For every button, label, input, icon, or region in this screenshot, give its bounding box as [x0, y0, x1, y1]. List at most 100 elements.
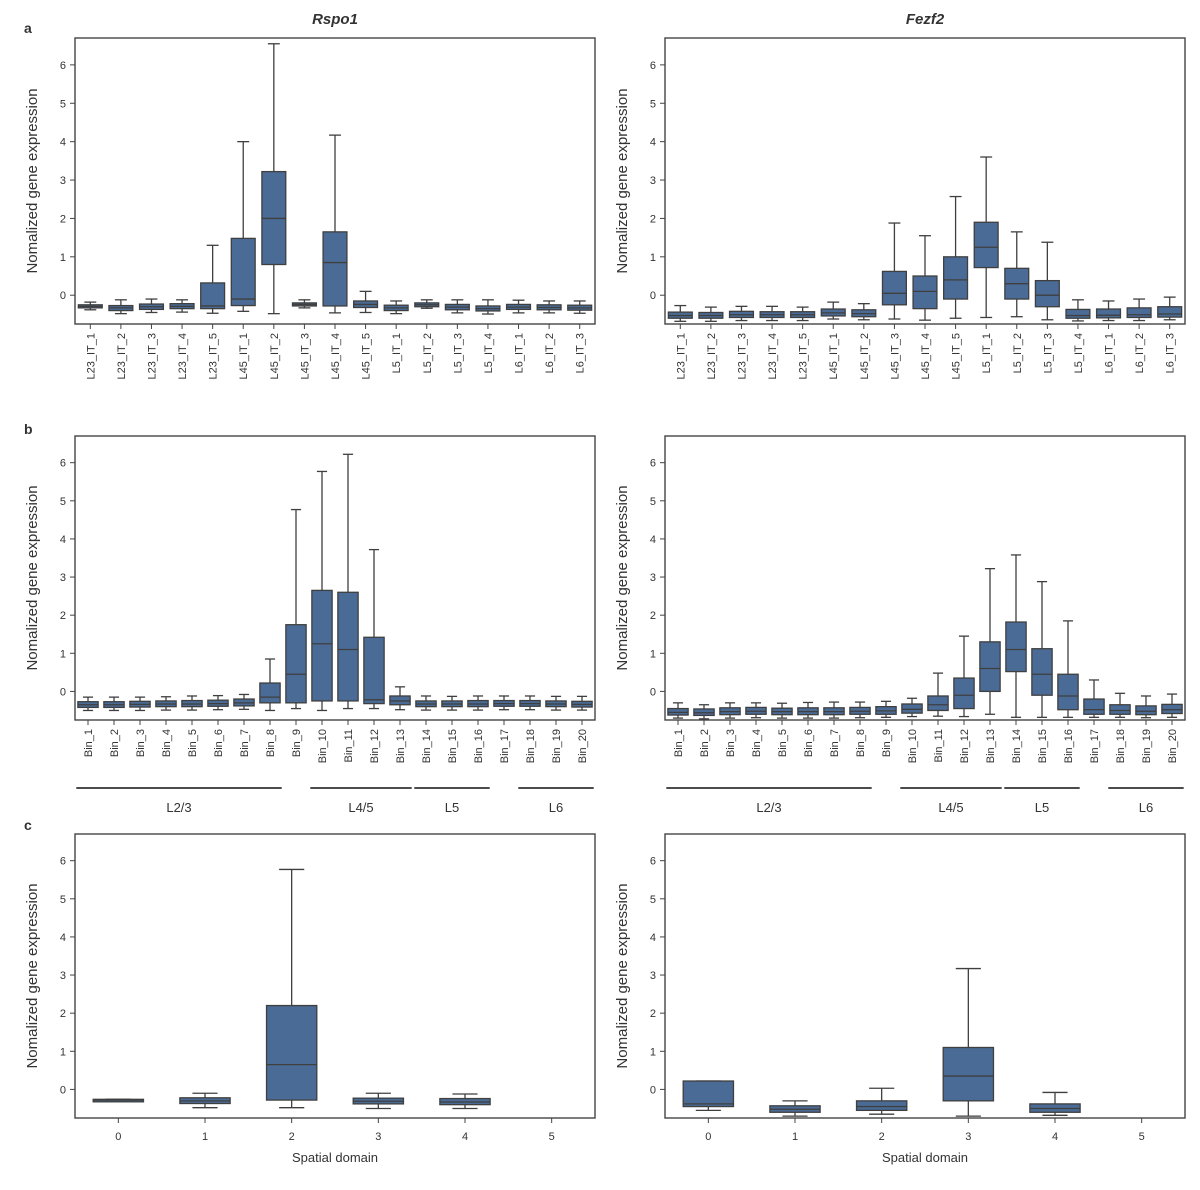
x-tick-label: Bin_4	[751, 729, 763, 757]
box-iqr	[265, 1004, 318, 1101]
box-L23_IT_3	[138, 298, 165, 314]
x-tick-label: L5_IT_2	[1012, 333, 1024, 373]
box-Bin_12	[953, 635, 975, 718]
box-Bin_13	[389, 686, 411, 711]
y-axis-label: Nomalized gene expression	[614, 485, 631, 670]
box-Bin_6	[797, 701, 819, 719]
x-tick-label: L45_IT_5	[951, 333, 963, 379]
x-tick-label: Bin_11	[933, 729, 945, 762]
y-tick-label: 4	[60, 932, 66, 944]
box-iqr	[363, 636, 385, 705]
box-Bin_11	[927, 672, 949, 717]
y-tick-label: 0	[650, 290, 656, 302]
x-tick-label: L23_IT_4	[177, 333, 189, 379]
box-iqr	[337, 591, 359, 702]
layer-label: L4/5	[348, 800, 373, 815]
box-4	[1029, 1091, 1081, 1116]
x-tick-label: 1	[202, 1131, 208, 1143]
chart-title: Fezf2	[906, 11, 945, 28]
box-L6_IT_3	[1157, 296, 1183, 321]
layer-label: L6	[1139, 800, 1153, 815]
box-L23_IT_3	[728, 305, 755, 322]
box-4	[439, 1093, 491, 1110]
box-iqr	[1126, 307, 1152, 319]
x-tick-label: Bin_15	[1037, 729, 1049, 763]
box-iqr	[259, 682, 281, 704]
y-tick-label: 3	[650, 175, 656, 187]
x-tick-label: Bin_12	[369, 729, 381, 763]
x-tick-label: Bin_5	[187, 729, 199, 757]
layer-label: L4/5	[938, 800, 963, 815]
y-tick-label: 4	[650, 932, 656, 944]
x-tick-label: L5_IT_3	[1042, 333, 1054, 373]
box-Bin_17	[1083, 679, 1105, 718]
x-tick-label: Bin_14	[1011, 729, 1023, 763]
y-axis-label: Nomalized gene expression	[24, 485, 41, 670]
y-tick-label: 1	[650, 1046, 656, 1058]
y-axis-label: Nomalized gene expression	[614, 883, 631, 1068]
box-L45_IT_1	[820, 301, 846, 320]
y-tick-label: 2	[60, 610, 66, 622]
box-L23_IT_4	[759, 305, 785, 322]
x-tick-label: L45_IT_2	[269, 333, 281, 379]
box-L5_IT_4	[475, 299, 501, 315]
y-tick-label: 0	[60, 1084, 66, 1096]
box-iqr	[1157, 306, 1183, 318]
x-tick-label: L45_IT_3	[889, 333, 901, 379]
box-iqr	[1095, 308, 1122, 319]
y-tick-label: 5	[60, 496, 66, 508]
x-tick-label: L23_IT_5	[798, 333, 810, 379]
y-axis-label: Nomalized gene expression	[24, 88, 41, 273]
y-tick-label: 5	[650, 894, 656, 906]
box-Bin_1	[667, 702, 689, 719]
box-0	[682, 1080, 735, 1112]
box-Bin_16	[1057, 620, 1079, 718]
box-Bin_3	[129, 696, 151, 712]
x-tick-label: 2	[879, 1131, 885, 1143]
box-Bin_16	[467, 695, 489, 711]
plot-frame	[664, 435, 1186, 721]
y-tick-label: 1	[650, 252, 656, 264]
box-Bin_2	[103, 696, 125, 712]
plot-frame	[74, 833, 596, 1119]
x-tick-label: L6_IT_3	[575, 333, 587, 373]
x-tick-label: Bin_7	[829, 729, 841, 757]
x-tick-label: L45_IT_2	[859, 333, 871, 379]
layer-label: L2/3	[756, 800, 781, 815]
x-tick-label: L45_IT_4	[330, 333, 342, 379]
x-tick-label: Bin_13	[985, 729, 997, 763]
y-tick-label: 1	[60, 1046, 66, 1058]
x-tick-label: L6_IT_2	[544, 333, 556, 373]
x-tick-label: L5_IT_4	[483, 333, 495, 373]
y-tick-label: 6	[650, 458, 656, 470]
box-Bin_4	[155, 696, 177, 711]
box-iqr	[979, 641, 1001, 693]
x-tick-label: Bin_10	[317, 729, 329, 763]
box-Bin_9	[285, 508, 307, 710]
box-0	[92, 1098, 145, 1103]
x-tick-label: Bin_6	[213, 729, 225, 757]
charts-group: Rspo1 0 1 2 3 4 5 6 Nomalized gene expression L23…	[24, 11, 1186, 1165]
x-tick-label: Bin_9	[881, 729, 893, 757]
x-tick-label: Bin_2	[699, 729, 711, 757]
x-tick-label: Bin_4	[161, 729, 173, 757]
chart-1: Fezf2 0 1 2 3 4 5 6 Nomalized gene expression L23…	[614, 11, 1186, 379]
box-Bin_5	[771, 702, 793, 719]
x-tick-label: Bin_19	[1141, 729, 1153, 763]
box-Bin_18	[519, 695, 541, 711]
box-L45_IT_3	[291, 299, 317, 309]
x-tick-label: Bin_8	[855, 729, 867, 757]
panel-letter-b: b	[24, 421, 33, 437]
box-Bin_15	[1031, 580, 1053, 718]
box-L45_IT_4	[912, 235, 938, 321]
box-Bin_19	[545, 695, 567, 711]
box-iqr	[912, 275, 938, 310]
x-tick-label: Bin_20	[1167, 729, 1179, 763]
y-tick-label: 6	[60, 856, 66, 868]
box-iqr	[927, 695, 949, 712]
x-tick-label: Bin_5	[777, 729, 789, 757]
box-iqr	[1135, 705, 1157, 716]
y-tick-label: 0	[60, 686, 66, 698]
panel-letter-a: a	[24, 20, 32, 36]
box-L45_IT_2	[851, 303, 877, 321]
